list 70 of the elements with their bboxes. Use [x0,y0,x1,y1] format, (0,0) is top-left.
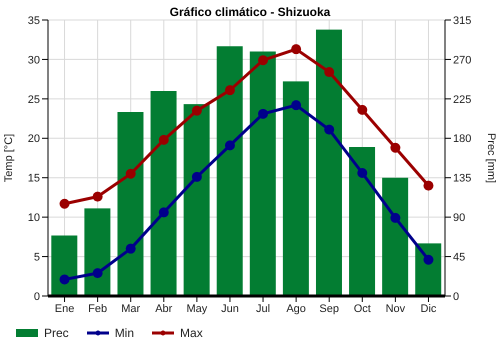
point [390,142,400,153]
point [192,172,202,182]
point [258,108,268,119]
point [92,268,103,278]
x-tick-label: Jun [221,302,239,315]
bar [51,236,78,296]
y2-tick-label: 180 [453,133,472,146]
point [192,106,202,116]
bar [349,147,376,296]
y2-tick-label: 225 [453,94,472,106]
bar [382,178,408,296]
point [324,124,334,135]
point [92,192,103,202]
point [258,55,268,66]
x-tick-label: Feb [88,302,108,315]
legend-label: Min [114,326,134,340]
point [158,134,169,145]
y2-tick-label: 315 [453,14,472,27]
y-tick-label: 20 [28,133,40,146]
bar [316,30,342,296]
y-axis-title: Temp [°C] [2,134,15,182]
y-tick-label: 30 [28,54,40,66]
point [423,254,434,265]
bar [184,104,210,296]
y-tick-label: 35 [28,14,40,27]
x-tick-label: Jul [256,302,270,315]
legend-label: Max [180,326,203,340]
point [60,274,70,284]
x-tick-label: Abr [155,302,173,315]
chart-title: Gráfico climático - Shizuoka [170,5,330,19]
point [291,100,302,110]
point [60,198,70,209]
y-tick-label: 5 [34,251,40,264]
bar [216,46,243,296]
bar [250,52,276,296]
y2-tick-label: 135 [453,172,472,185]
x-tick-label: Dic [420,302,437,315]
bar [150,90,177,296]
y2-tick-label: 45 [453,251,466,264]
y-tick-label: 10 [28,212,40,224]
point [324,67,334,78]
y-tick-label: 0 [34,290,40,303]
x-tick-label: Nov [386,302,406,315]
point [126,244,136,254]
point [357,104,368,115]
y2-tick-label: 90 [453,212,466,224]
x-tick-label: Oct [354,302,371,315]
x-tick-label: Mar [121,302,141,315]
bar [282,81,309,296]
x-tick-label: Ene [54,302,74,315]
bar [84,208,110,296]
point [126,168,136,179]
point [291,44,302,54]
x-tick-label: Ago [286,302,306,315]
y2-tick-label: 270 [453,54,472,66]
point [224,85,235,96]
bar [415,243,442,296]
point [158,207,169,218]
point [390,212,400,223]
y-tick-label: 25 [28,94,40,106]
y2-tick-label: 0 [453,290,460,303]
legend-label: Prec [44,326,69,340]
x-tick-label: Sep [319,302,339,315]
point [224,140,235,150]
y2-axis-title: Prec [mm] [485,132,498,184]
bar [117,112,144,296]
x-tick-label: May [186,302,208,315]
point [357,168,368,178]
point [423,180,434,191]
y-tick-label: 15 [28,172,40,185]
